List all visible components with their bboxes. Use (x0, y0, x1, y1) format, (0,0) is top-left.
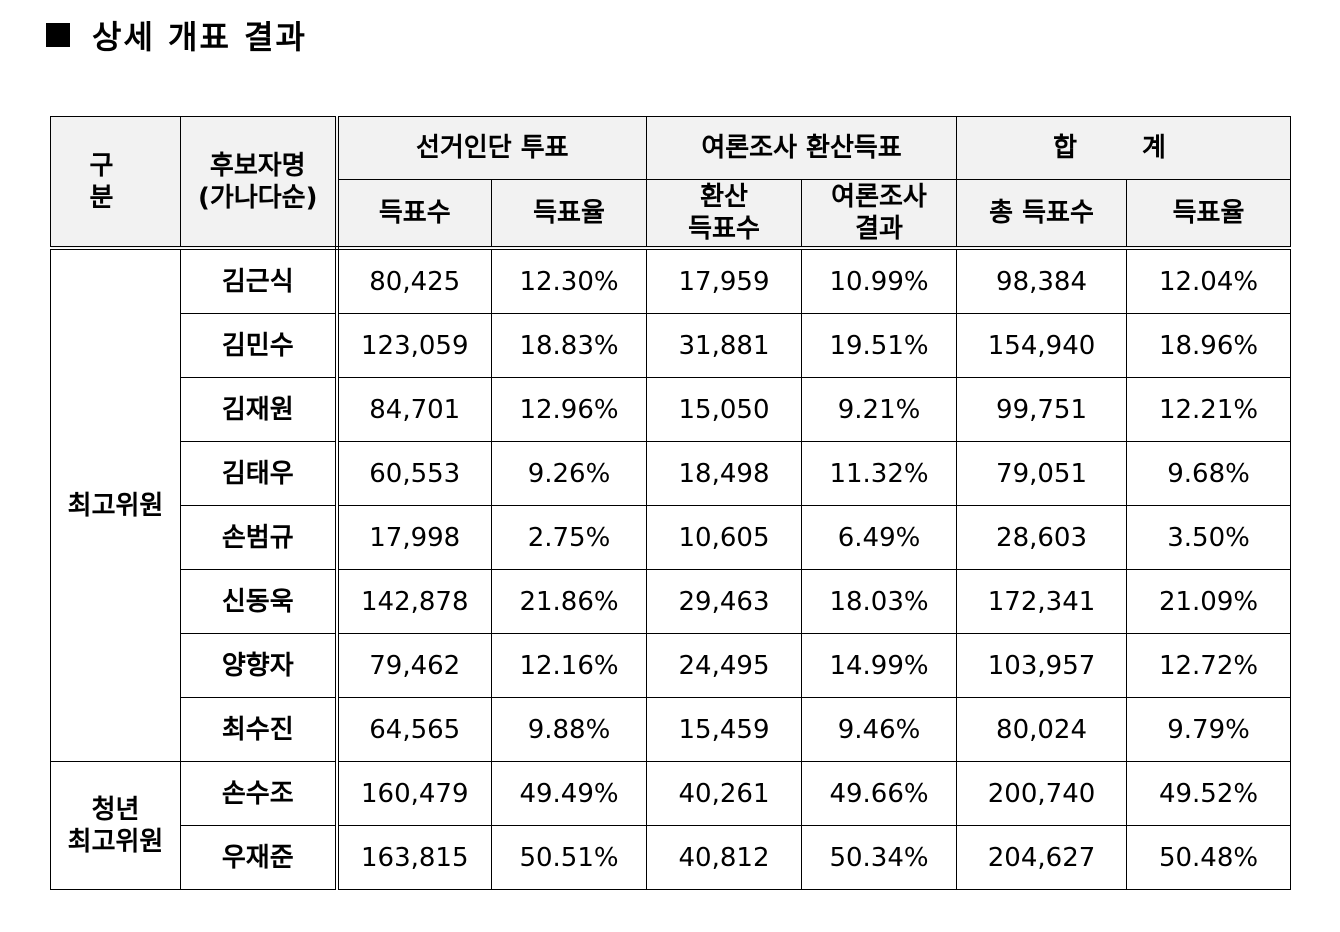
electoral-rate-cell: 12.30% (490, 247, 648, 314)
candidate-name-cell: 김태우 (180, 441, 339, 506)
total-votes-cell: 204,627 (956, 825, 1128, 890)
candidate-name-cell: 우재준 (180, 825, 339, 890)
total-votes-cell: 172,341 (956, 569, 1128, 634)
total-rate-cell: 21.09% (1126, 569, 1292, 634)
table-row: 최수진 64,565 9.88% 15,459 9.46% 80,024 9.79% (51, 697, 1292, 762)
total-rate-cell: 50.48% (1126, 825, 1292, 890)
page-title-text: 상세 개표 결과 (92, 18, 307, 56)
header-g2-result: 여론조사 결과 (801, 179, 958, 250)
total-votes-cell: 98,384 (956, 247, 1128, 314)
total-votes-cell: 79,051 (956, 441, 1128, 506)
poll-votes-cell: 24,495 (646, 633, 803, 698)
total-rate-cell: 18.96% (1126, 313, 1292, 378)
total-rate-cell: 12.04% (1126, 247, 1292, 314)
electoral-rate-cell: 12.96% (490, 377, 648, 442)
electoral-votes-cell: 80,425 (336, 247, 492, 314)
poll-result-cell: 10.99% (801, 247, 958, 314)
header-candidate: 후보자명 (가나다순) (180, 116, 339, 250)
header-electoral-vote: 선거인단 투표 (335, 116, 648, 180)
table-row: 김태우 60,553 9.26% 18,498 11.32% 79,051 9.68% (51, 441, 1292, 506)
total-rate-cell: 9.79% (1126, 697, 1292, 762)
poll-votes-cell: 17,959 (646, 247, 803, 314)
candidate-name-cell: 김민수 (180, 313, 339, 378)
total-rate-cell: 9.68% (1126, 441, 1292, 506)
poll-result-cell: 14.99% (801, 633, 958, 698)
electoral-rate-cell: 50.51% (490, 825, 648, 890)
poll-votes-cell: 40,812 (646, 825, 803, 890)
header-g3-votes: 총 득표수 (956, 179, 1128, 250)
poll-votes-cell: 10,605 (646, 505, 803, 570)
poll-votes-cell: 18,498 (646, 441, 803, 506)
candidate-name-cell: 최수진 (180, 697, 339, 762)
electoral-votes-cell: 160,479 (336, 761, 492, 826)
table-row: 김재원 84,701 12.96% 15,050 9.21% 99,751 12.21% (51, 377, 1292, 442)
poll-votes-cell: 29,463 (646, 569, 803, 634)
poll-result-cell: 6.49% (801, 505, 958, 570)
header-g1-rate: 득표율 (490, 179, 648, 250)
total-votes-cell: 28,603 (956, 505, 1128, 570)
group-youth: 청년 최고위원 (50, 761, 181, 890)
table-row: 손범규 17,998 2.75% 10,605 6.49% 28,603 3.50% (51, 505, 1292, 570)
table-row: 최고위원 김근식 80,425 12.30% 17,959 10.99% 98,384 12.… (50, 247, 1292, 762)
candidate-name-cell: 신동욱 (180, 569, 339, 634)
table-row: 양향자 79,462 12.16% 24,495 14.99% 103,957 12.72% (51, 633, 1292, 698)
candidate-name-cell: 손수조 (180, 761, 339, 826)
poll-result-cell: 9.46% (801, 697, 958, 762)
group-supreme: 최고위원 (50, 247, 181, 762)
candidate-name-cell: 양향자 (180, 633, 339, 698)
total-rate-cell: 12.72% (1126, 633, 1292, 698)
total-votes-cell: 80,024 (956, 697, 1128, 762)
electoral-rate-cell: 21.86% (490, 569, 648, 634)
electoral-rate-cell: 2.75% (490, 505, 648, 570)
header-total: 합 계 (956, 116, 1292, 180)
electoral-votes-cell: 84,701 (336, 377, 492, 442)
header-g3-rate: 득표율 (1126, 179, 1292, 250)
poll-result-cell: 49.66% (801, 761, 958, 826)
electoral-votes-cell: 64,565 (336, 697, 492, 762)
electoral-votes-cell: 163,815 (336, 825, 492, 890)
electoral-votes-cell: 17,998 (336, 505, 492, 570)
electoral-rate-cell: 18.83% (490, 313, 648, 378)
poll-result-cell: 50.34% (801, 825, 958, 890)
header-g1-votes: 득표수 (336, 179, 492, 250)
electoral-rate-cell: 9.26% (490, 441, 648, 506)
page-title: 상세 개표 결과 (46, 12, 307, 58)
poll-votes-cell: 31,881 (646, 313, 803, 378)
electoral-rate-cell: 49.49% (490, 761, 648, 826)
table-row: 신동욱 142,878 21.86% 29,463 18.03% 172,341 21.09… (51, 569, 1292, 634)
total-rate-cell: 3.50% (1126, 505, 1292, 570)
candidate-name-cell: 손범규 (180, 505, 339, 570)
table-row: 청년 최고위원 손수조 160,479 49.49% 40,261 49.66% 200,74… (50, 761, 1292, 890)
electoral-votes-cell: 142,878 (336, 569, 492, 634)
total-votes-cell: 200,740 (956, 761, 1128, 826)
header-category: 구 분 (50, 116, 181, 250)
poll-result-cell: 18.03% (801, 569, 958, 634)
table-row: 김민수 123,059 18.83% 31,881 19.51% 154,940 18.96… (51, 313, 1292, 378)
total-votes-cell: 154,940 (956, 313, 1128, 378)
total-votes-cell: 103,957 (956, 633, 1128, 698)
electoral-votes-cell: 123,059 (336, 313, 492, 378)
table-row: 우재준 163,815 50.51% 40,812 50.34% 204,627 50.48… (51, 825, 1292, 890)
results-table: 구 분 후보자명 (가나다순) 선거인단 투표 여론조사 환산득표 합 계 득표… (50, 116, 1292, 890)
total-rate-cell: 12.21% (1126, 377, 1292, 442)
total-votes-cell: 99,751 (956, 377, 1128, 442)
electoral-votes-cell: 79,462 (336, 633, 492, 698)
candidate-name-cell: 김근식 (180, 247, 339, 314)
poll-result-cell: 11.32% (801, 441, 958, 506)
electoral-rate-cell: 12.16% (490, 633, 648, 698)
electoral-votes-cell: 60,553 (336, 441, 492, 506)
poll-result-cell: 19.51% (801, 313, 958, 378)
poll-votes-cell: 15,459 (646, 697, 803, 762)
total-rate-cell: 49.52% (1126, 761, 1292, 826)
header-g2-votes: 환산 득표수 (646, 179, 803, 250)
electoral-rate-cell: 9.88% (490, 697, 648, 762)
poll-votes-cell: 40,261 (646, 761, 803, 826)
poll-result-cell: 9.21% (801, 377, 958, 442)
candidate-name-cell: 김재원 (180, 377, 339, 442)
square-bullet-icon (46, 23, 70, 47)
header-poll-converted: 여론조사 환산득표 (646, 116, 958, 180)
poll-votes-cell: 15,050 (646, 377, 803, 442)
